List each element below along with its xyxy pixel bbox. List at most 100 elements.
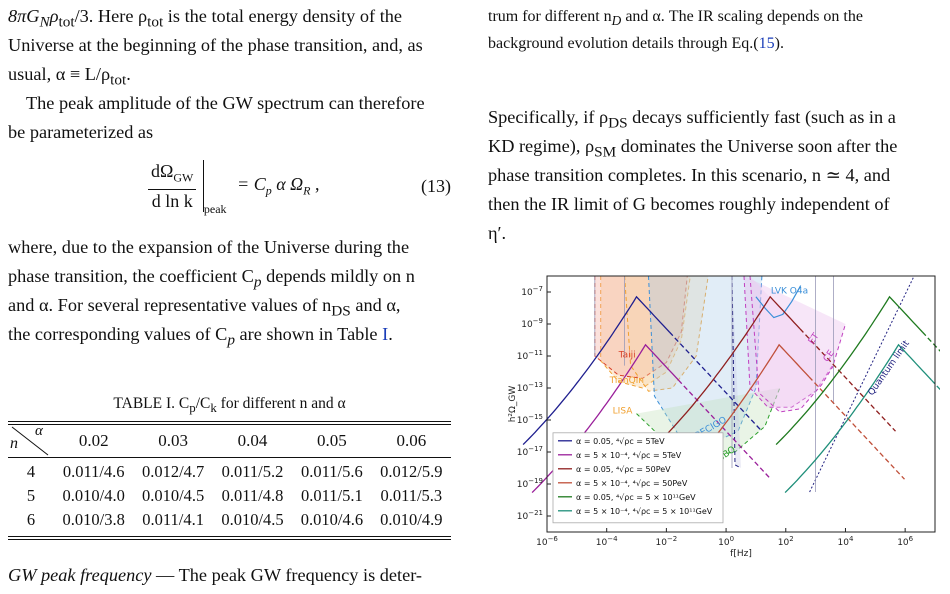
x-tick-label: 106 [897,535,913,548]
table-cell: 0.010/4.6 [300,510,364,529]
series-dashed-1 [677,379,772,480]
equation-link[interactable]: 15 [758,35,775,52]
table-cell: 0.012/4.7 [141,462,205,481]
series-line-5 [784,343,932,494]
taiji-region-fill [594,276,688,379]
detector-label: LVK O4a [771,287,808,297]
et-region-outline [743,275,846,408]
plot-frame [546,275,936,533]
detector-label: TianQin [609,376,644,386]
x-axis-label: f[Hz] [730,549,752,559]
legend-label: α = 0.05, ⁴√ρc = 5 × 10¹¹GeV [576,493,696,502]
table-cell: 0.010/4.0 [62,486,125,505]
series-line-4 [775,295,923,446]
table-cell: 0.011/5.1 [301,486,363,505]
tianqin-region-fill [624,276,709,392]
diagonal-header [11,426,49,456]
text-line: be parameterized as [8,122,154,142]
table-cell: 0.010/3.8 [62,510,125,529]
series-dashed-4 [921,331,950,363]
detector-label: Taiji [618,351,636,361]
gw-spectrum-chart: 10−6 10−4 10−2 100 102 104 106 10−7 10−9 10−11 10−… [505,270,950,589]
table-caption: TABLE I. Cp/Ck for different n and α [113,395,346,416]
row-n: 6 [26,510,36,529]
text-line: KD regime), ρSM dominates the Universe s… [488,136,898,161]
x-tick-label: 10−2 [655,535,677,548]
column-header: 0.04 [237,431,268,450]
column-header: 0.06 [396,431,427,450]
x-tick-label: 102 [778,535,794,548]
table-cell: 0.010/4.5 [221,510,284,529]
ce-region-outline [749,275,834,413]
table-cell: 0.011/5.6 [301,462,363,481]
row-n: 4 [26,462,36,481]
y-tick-label: 10−11 [517,349,543,362]
table-cell: 0.010/4.5 [141,486,205,505]
et-region-fill [744,276,846,408]
table-cell: 0.011/5.3 [380,486,443,505]
text-line: usual, α ≡ L/ρtot. [8,64,131,89]
equation-body: dΩGW d ln k peak = Cp α ΩR , [148,160,320,216]
lvk-o4a-curve [755,285,802,319]
y-tick-label: 10−13 [517,381,543,394]
text-line: and α. For several representative values… [8,295,401,320]
text-line: Universe at the beginning of the phase t… [8,35,423,55]
y-axis-label: h²Ω_GW [508,386,518,423]
text-line: 8πGNρtot/3. Here ρtot is the total energ… [8,6,403,31]
table-link[interactable]: I [382,324,389,344]
series-dashed-5 [930,379,950,401]
lisa-region-fill [600,276,691,388]
table-cell: 0.012/5.9 [380,462,443,481]
column-header: 0.02 [78,431,109,450]
equation-13: dΩGW d ln k peak = Cp α ΩR , (13) [8,160,451,220]
legend-box [552,432,724,524]
y-tick-label: 10−21 [517,509,543,522]
series-line-2 [656,295,801,446]
fraction: dΩGW d ln k [148,160,197,212]
quantum-region-fill [732,276,741,468]
detector-label: LISA [613,407,634,417]
equation-number: (13) [421,176,451,196]
detector-label: Quantum limit [867,339,913,398]
table-header: α n 0.02 0.03 0.04 0.05 0.06 [8,423,451,458]
chart-svg: 10−6 10−4 10−2 100 102 104 106 10−7 10−9 10−11 10−… [508,275,950,559]
table-row: 5 0.010/4.0 0.010/4.5 0.011/4.8 0.011/5.1 0.0… [8,484,451,508]
figure-caption-line: trum for different nD and α. The IR scal… [488,8,863,29]
text-line: η′. [488,223,507,243]
column-header: 0.03 [158,431,188,450]
legend-label: α = 0.05, ⁴√ρc = 5TeV [576,437,665,446]
x-tick-label: 10−4 [596,535,618,548]
x-tick-label: 10−6 [536,535,558,548]
text-line: Specifically, if ρDS decays sufficiently… [488,107,896,132]
table-row: 6 0.010/3.8 0.011/4.1 0.010/4.5 0.010/4.6 0.0… [8,508,451,532]
table-row: 4 0.011/4.6 0.012/4.7 0.011/5.2 0.011/5.6 0.0… [8,460,451,484]
figure-caption-line: background evolution details through Eq.… [488,35,784,52]
column-header: 0.05 [317,431,347,450]
tianqin-region-outline [624,275,709,392]
text-line: phase transition completes. In this scen… [488,165,891,185]
text-line: where, due to the expansion of the Unive… [8,237,410,257]
y-tick-label: 10−9 [521,317,543,330]
x-tick-label: 104 [838,535,854,548]
table-cell: 0.010/4.9 [380,510,443,529]
row-n: 5 [26,486,36,505]
text-line: the corresponding values of Cp are shown… [8,324,393,349]
table-cell: 0.011/4.6 [62,462,125,481]
corner-alpha: α [35,423,43,439]
table-cell: 0.011/4.1 [142,510,204,529]
decigo-region-fill [648,276,762,443]
quantum-limit-line [809,275,915,493]
ce-region-fill [750,276,834,412]
text-line: GW peak frequency — The peak GW frequenc… [8,565,423,585]
x-tick-label: 100 [718,535,734,548]
y-tick-label: 10−17 [517,445,543,458]
y-tick-label: 10−15 [517,413,543,426]
legend-label: α = 0.05, ⁴√ρc = 50PeV [576,465,671,474]
series-dashed-0 [668,331,763,432]
table-cell: 0.011/5.2 [221,462,284,481]
results-table: α n 0.02 0.03 0.04 0.05 0.06 4 0.011/4.6 0.012… [8,421,451,540]
y-tick-label: 10−7 [521,285,543,298]
y-tick-label: 10−19 [517,477,543,490]
series-dashed-2 [799,328,896,432]
corner-n: n [10,435,18,452]
